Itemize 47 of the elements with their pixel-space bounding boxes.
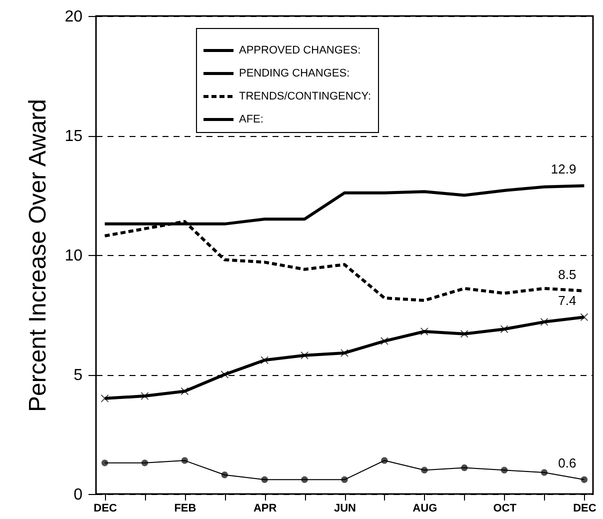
data-label: 12.9 bbox=[550, 162, 576, 177]
point bbox=[461, 464, 468, 472]
point bbox=[100, 394, 109, 402]
point bbox=[580, 476, 588, 484]
x-tick-label: APR bbox=[253, 502, 277, 514]
point bbox=[141, 460, 148, 466]
y-tick-label: 10 bbox=[64, 248, 83, 264]
x-tick-label: FEB bbox=[174, 502, 196, 514]
point bbox=[300, 351, 309, 360]
point bbox=[540, 469, 548, 476]
point bbox=[500, 325, 508, 334]
x-tick-label: DEC bbox=[94, 502, 117, 514]
point bbox=[101, 460, 108, 466]
point bbox=[261, 476, 268, 484]
legend-label: APPROVED CHANGES: bbox=[239, 44, 361, 56]
point bbox=[381, 457, 388, 464]
point bbox=[420, 327, 428, 336]
point bbox=[180, 387, 189, 396]
y-tick-label: 0 bbox=[74, 486, 83, 504]
point bbox=[500, 466, 508, 474]
y-tick-label: 5 bbox=[74, 367, 83, 384]
x-tick-label: AUG bbox=[412, 502, 438, 514]
x-tick-label: DEC bbox=[573, 502, 596, 514]
point bbox=[340, 348, 349, 358]
legend-label: AFE: bbox=[239, 114, 264, 126]
legend-label: TRENDS/CONTINGENCY: bbox=[239, 90, 372, 102]
y-axis-title: Percent Increase Over Award bbox=[24, 98, 52, 412]
legend-label: PENDING CHANGES: bbox=[239, 68, 350, 80]
point bbox=[301, 476, 308, 484]
point bbox=[380, 337, 388, 346]
point bbox=[580, 313, 588, 322]
point bbox=[140, 392, 149, 400]
data-label: 8.5 bbox=[558, 266, 576, 282]
point bbox=[220, 370, 229, 379]
point bbox=[421, 466, 428, 474]
data-label: 0.6 bbox=[558, 456, 576, 471]
y-tick-label: 20 bbox=[64, 8, 83, 26]
point bbox=[181, 457, 188, 464]
point bbox=[540, 318, 548, 326]
y-tick-label: 15 bbox=[64, 128, 83, 145]
point bbox=[460, 330, 468, 338]
x-tick-label: JUN bbox=[334, 502, 356, 514]
point bbox=[260, 356, 269, 364]
x-tick-label: OCT bbox=[493, 502, 517, 514]
data-label: 7.4 bbox=[558, 293, 576, 308]
point bbox=[341, 476, 348, 484]
point bbox=[221, 472, 228, 478]
